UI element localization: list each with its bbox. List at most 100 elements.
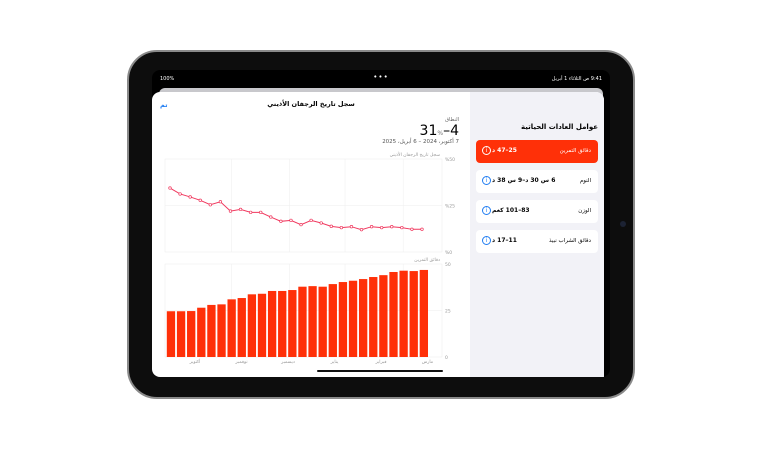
habit-card[interactable]: الوزن 83–101 كغم i [476,200,598,223]
chart-title: سجل تاريخ الرجفان الأذيني [390,151,441,158]
data-point [410,227,414,231]
bar [267,290,277,357]
data-point [269,215,273,219]
habit-value: 11–17 د [492,237,517,244]
habit-label: الوزن [578,208,591,214]
bar [358,279,368,357]
bar [348,280,358,357]
info-icon[interactable]: i [482,236,491,245]
data-point [259,210,263,215]
habit-label: دقائق الشراب نبيذ [549,238,591,244]
range-value: 4–31% [420,123,459,139]
y-tick-label: 25 [445,309,451,315]
sidebar-title: عوامل العادات الحياتية [521,123,598,131]
data-point [299,223,303,227]
x-tick-label: أكتوبر [189,358,201,365]
habit-label: دقائق التمرين [559,148,591,154]
bar [389,271,398,357]
bar [338,282,348,357]
bar [227,299,236,357]
habit-value: 6 س 30 د–9 س 38 د [492,177,556,184]
range-number: 4–31 [419,123,459,139]
info-icon[interactable]: i [482,146,491,155]
data-point [208,203,212,207]
bar [288,290,297,357]
battery-indicator: 100% [160,76,175,82]
bar [379,275,388,357]
data-point [228,209,233,213]
data-point [349,225,354,229]
data-point [198,198,202,202]
data-point [178,192,182,196]
status-bar: 100% ••• 9:41 ص الثلاثاء 1 أبريل [152,70,610,88]
done-button[interactable]: تم [160,101,168,109]
range-unit: % [437,130,444,137]
bar [419,269,428,357]
x-tick-label: فبراير [375,360,387,365]
data-point [329,224,333,228]
data-point [400,225,404,230]
data-point [238,207,243,212]
history-sheet: تم سجل تاريخ الرجفان الأذيني النطاق 4–31… [152,92,604,377]
habit-value: 83–101 كغم [492,207,530,214]
bar [237,298,246,357]
multitask-dots[interactable]: ••• [373,73,389,81]
page-title: سجل تاريخ الرجفان الأذيني [267,100,355,108]
x-tick-label: ديسمبر [280,360,295,365]
line-series [169,187,422,231]
data-point [309,218,313,223]
data-point [319,221,323,225]
bar [187,311,196,357]
data-point [289,218,293,223]
camera [620,221,626,227]
bar [328,284,337,357]
y-tick-label: 50 [445,262,451,268]
screen: 100% ••• 9:41 ص الثلاثاء 1 أبريل تم سجل … [152,70,610,377]
date-range: 7 أكتوبر، 2024 – 6 أبريل، 2025 [382,139,459,145]
data-point [420,227,424,231]
bar [278,290,287,357]
bar [298,286,307,357]
bar [409,271,418,357]
bar [166,311,176,357]
info-icon[interactable]: i [482,206,491,215]
data-point [390,225,394,229]
status-time: 9:41 ص الثلاثاء 1 أبريل [551,76,602,82]
bar [318,286,327,357]
bar [247,294,257,357]
data-point [248,210,253,215]
y-tick-label: 0 [445,355,448,361]
bar [257,293,267,357]
bar [308,286,317,357]
data-point [279,219,283,223]
data-point [218,200,223,204]
x-tick-label: نوفمبر [234,360,247,365]
y-tick-label: %0 [445,250,452,256]
data-point [168,186,172,190]
chart-title: دقائق التمرين [414,258,440,263]
info-icon[interactable]: i [482,176,491,185]
data-point [339,225,344,230]
y-tick-label: %25 [445,204,455,210]
data-point [369,225,374,229]
data-point [359,228,364,232]
habit-label: النوم [579,178,591,184]
x-tick-label: مارس [422,360,434,365]
home-indicator[interactable] [317,370,443,372]
bar [176,311,186,357]
bar [217,304,226,357]
sidebar: عوامل العادات الحياتية دقائق التمرين 25–4… [470,92,604,377]
y-tick-label: %50 [445,157,455,163]
habit-value: 25–47 د [492,147,517,154]
data-point [188,195,192,199]
x-tick-label: يناير [330,360,339,365]
bar [399,270,408,357]
bar [197,307,206,357]
bar [207,304,216,357]
range-label: النطاق [445,117,459,123]
bar [369,277,378,357]
data-point [380,225,384,230]
